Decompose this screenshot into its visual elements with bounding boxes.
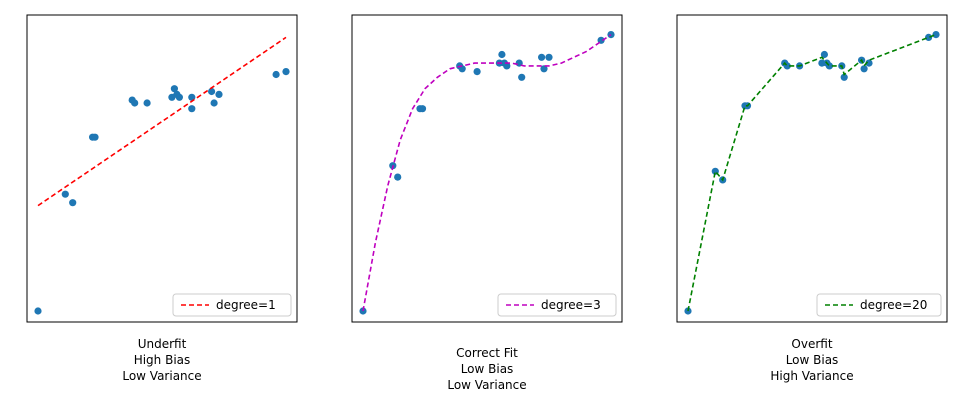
correct-fit-caption-line: Low Variance — [447, 378, 526, 392]
correct-fit-data-point — [503, 62, 511, 70]
overfit-data-point — [860, 65, 868, 73]
underfit-caption: Underfit High Bias Low Variance — [122, 337, 201, 383]
underfit-data-point — [69, 199, 77, 207]
correct-fit-data-point — [545, 53, 553, 61]
underfit-data-point — [188, 105, 196, 113]
correct-fit-data-point — [418, 105, 427, 113]
overfit-data-point — [820, 50, 829, 59]
underfit-legend: degree=1 — [172, 293, 292, 317]
overfit-caption-line: Overfit — [791, 337, 832, 351]
correct-fit-data-point — [518, 73, 526, 81]
overfit-legend-box — [816, 293, 942, 317]
panel-underfit: degree=1 Underfit High Bias Low Variance — [26, 14, 298, 383]
correct-fit-data-point — [498, 50, 506, 59]
underfit-plot-frame — [26, 14, 298, 323]
underfit-fit-line — [37, 36, 287, 207]
correct-fit-data-point — [538, 53, 546, 61]
correct-fit-caption-line: Correct Fit — [456, 346, 518, 360]
underfit-data-point — [210, 99, 218, 107]
underfit-data-point — [215, 90, 223, 98]
correct-fit-legend: degree=3 — [497, 293, 617, 317]
underfit-data-point — [170, 85, 178, 93]
overfit-plot-frame — [676, 14, 948, 323]
correct-fit-plot-frame — [351, 14, 623, 323]
correct-fit-data-point — [473, 68, 481, 76]
correct-fit-legend-box — [497, 293, 617, 317]
correct-fit-data-point — [540, 65, 548, 73]
underfit-data-point — [282, 68, 290, 76]
underfit-caption-line: Low Variance — [122, 369, 201, 383]
underfit-caption-line: Underfit — [138, 337, 187, 351]
underfit-data-point — [175, 93, 183, 101]
underfit-data-point — [208, 87, 216, 96]
overfit-caption-line: High Variance — [770, 369, 853, 383]
overfit-caption-line: Low Bias — [786, 353, 839, 367]
correct-fit-fit-line — [362, 33, 612, 312]
overfit-legend-label: degree=20 — [860, 298, 927, 312]
underfit-legend-label: degree=1 — [216, 298, 276, 312]
overfit-data-point — [840, 73, 848, 81]
overfit-data-point — [818, 59, 826, 67]
panel-overfit: degree=20 Overfit Low Bias High Variance — [676, 14, 948, 383]
underfit-data-point — [272, 70, 280, 79]
underfit-data-point — [188, 93, 196, 101]
overfit-data-point — [925, 33, 933, 42]
overfit-data-point — [865, 59, 873, 67]
overfit-legend: degree=20 — [816, 293, 942, 317]
correct-fit-caption-line: Low Bias — [461, 362, 514, 376]
underfit-data-point — [143, 99, 151, 107]
correct-fit-legend-label: degree=3 — [541, 298, 601, 312]
underfit-data-point — [131, 99, 139, 107]
correct-fit-data-point — [394, 173, 402, 181]
overfit-caption: Overfit Low Bias High Variance — [770, 337, 853, 383]
correct-fit-caption: Correct Fit Low Bias Low Variance — [447, 346, 526, 392]
underfit-legend-box — [172, 293, 292, 317]
panel-correct-fit: degree=3 Correct Fit Low Bias Low Variance — [351, 14, 623, 392]
underfit-data-point — [61, 190, 69, 198]
overfit-data-point — [932, 30, 940, 39]
underfit-data-point — [34, 307, 42, 315]
underfit-caption-line: High Bias — [134, 353, 191, 367]
underfit-data-point — [91, 133, 99, 141]
